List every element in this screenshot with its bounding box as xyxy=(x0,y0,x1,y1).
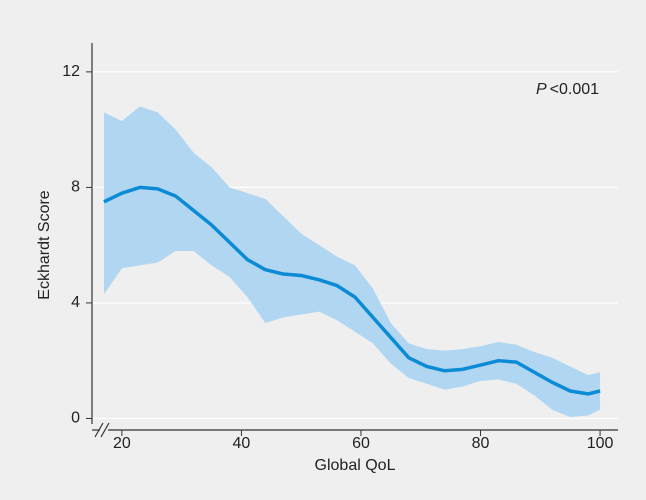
x-tick-label: 60 xyxy=(352,435,370,452)
x-tick-label: 20 xyxy=(113,435,131,452)
x-tick-label: 100 xyxy=(587,435,614,452)
y-tick-label: 4 xyxy=(71,294,80,311)
x-tick-label: 80 xyxy=(472,435,490,452)
y-tick-label: 8 xyxy=(71,179,80,196)
axis-break xyxy=(94,422,104,438)
annotation: P <0.001 xyxy=(536,81,599,98)
y-tick-label: 0 xyxy=(71,410,80,427)
p-symbol: P xyxy=(536,81,547,98)
x-axis-label: Global QoL xyxy=(315,457,396,474)
p-text: <0.001 xyxy=(550,81,599,98)
axis-break xyxy=(100,422,110,438)
plot xyxy=(103,106,601,418)
confidence-band xyxy=(103,106,601,418)
y-axis-label: Eckhardt Score xyxy=(36,190,53,299)
y-tick-label: 12 xyxy=(62,63,80,80)
x-tick-label: 40 xyxy=(233,435,251,452)
line xyxy=(103,185,601,396)
